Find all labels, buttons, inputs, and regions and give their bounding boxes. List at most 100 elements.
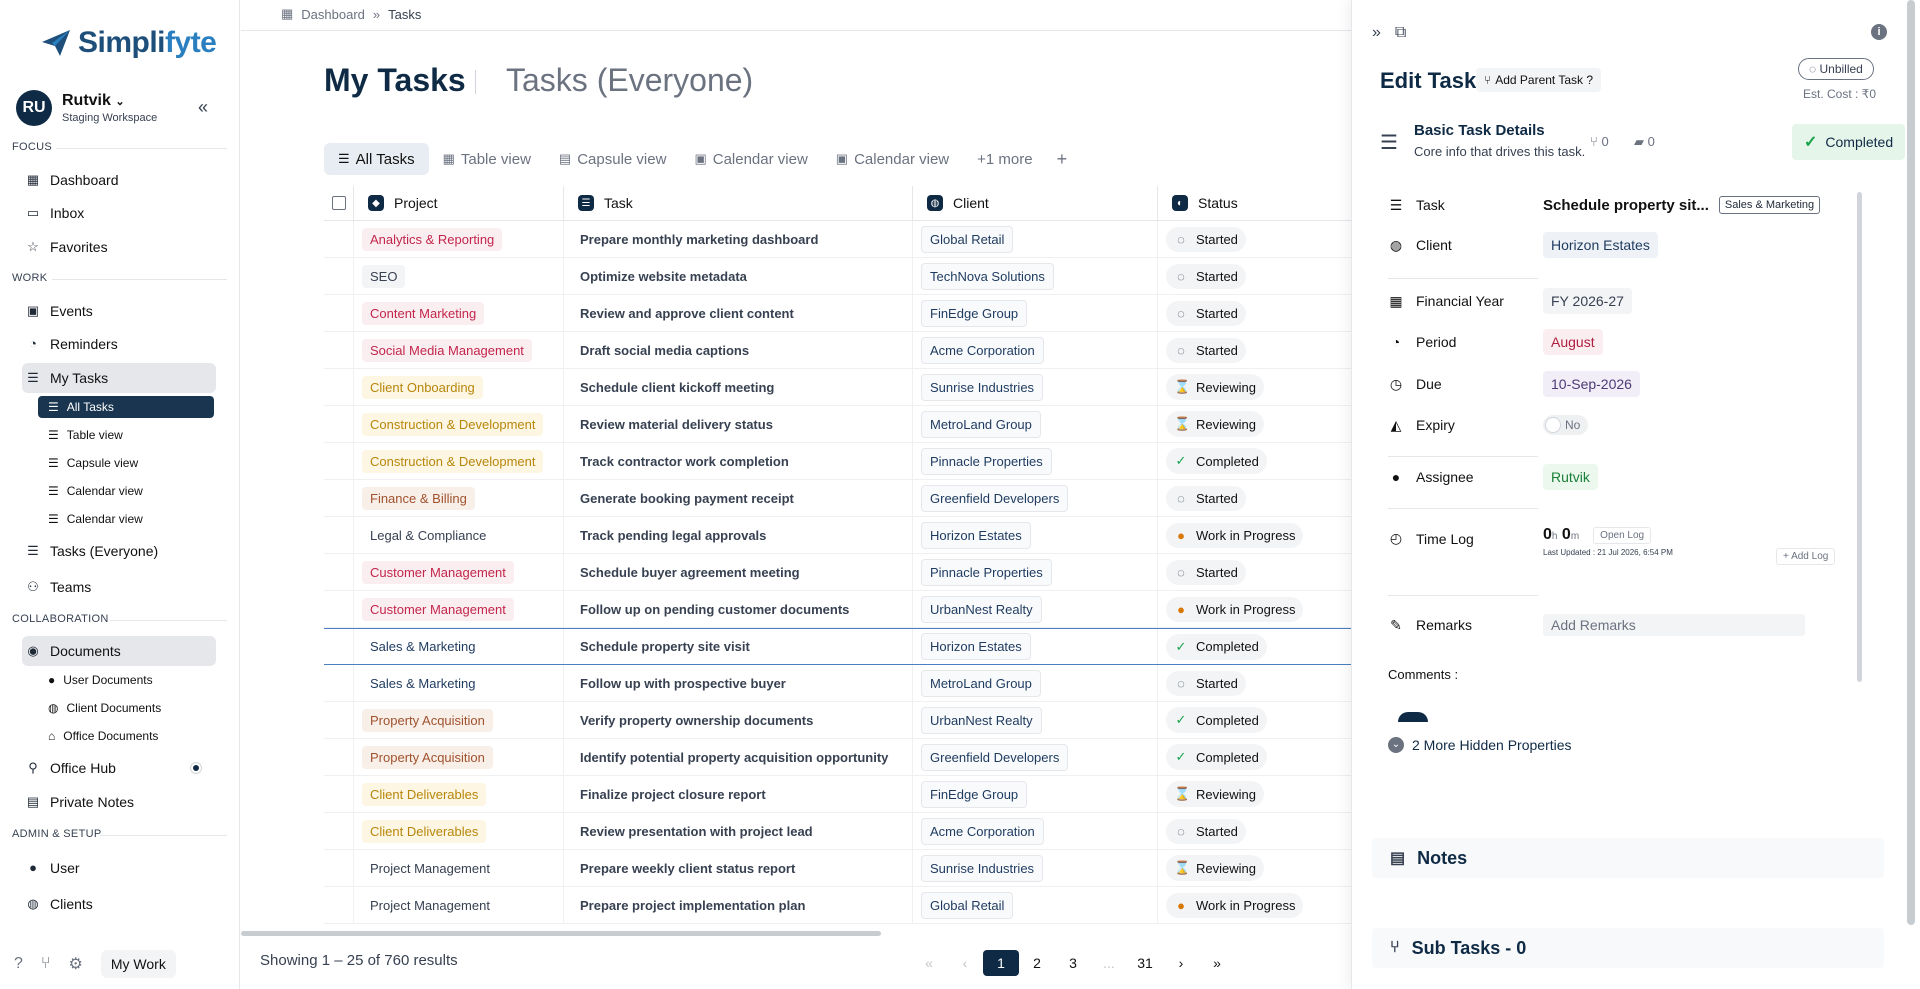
nav-user[interactable]: ● User bbox=[22, 853, 216, 883]
client-cell[interactable]: FinEdge Group bbox=[913, 295, 1158, 331]
nav-dashboard[interactable]: ▦ Dashboard bbox=[22, 165, 216, 195]
status-cell[interactable]: ⌛ Reviewing bbox=[1158, 776, 1364, 812]
task-cell[interactable]: Prepare project implementation plan bbox=[564, 887, 913, 923]
client-cell[interactable]: Pinnacle Properties bbox=[913, 554, 1158, 590]
breadcrumb-home[interactable]: Dashboard bbox=[301, 6, 365, 22]
status-cell[interactable]: ◌ Started bbox=[1158, 813, 1364, 849]
project-cell[interactable]: Construction & Development bbox=[354, 443, 564, 479]
client-cell[interactable]: Acme Corporation bbox=[913, 813, 1158, 849]
sub-calendar-view-2[interactable]: ☰ Calendar view bbox=[38, 508, 214, 530]
nav-clients[interactable]: ◍ Clients bbox=[22, 889, 216, 919]
project-cell[interactable]: Property Acquisition bbox=[354, 702, 564, 738]
page-button[interactable]: » bbox=[1213, 955, 1221, 971]
project-cell[interactable]: Client Deliverables bbox=[354, 776, 564, 812]
header-project[interactable]: ◆ Project bbox=[354, 186, 564, 220]
notes-section[interactable]: ▤ Notes bbox=[1372, 838, 1884, 878]
task-cell[interactable]: Finalize project closure report bbox=[564, 776, 913, 812]
client-value[interactable]: Horizon Estates bbox=[1543, 232, 1658, 258]
folder-count[interactable]: ▰ 0 bbox=[1634, 134, 1655, 150]
logo[interactable]: Simplifyte bbox=[40, 26, 217, 60]
status-cell[interactable]: ◌ Started bbox=[1158, 295, 1364, 331]
project-cell[interactable]: Property Acquisition bbox=[354, 739, 564, 775]
status-cell[interactable]: ✓ Completed bbox=[1158, 702, 1364, 738]
tab-calendar-view[interactable]: ▣ Calendar view bbox=[680, 143, 821, 175]
project-cell[interactable]: Social Media Management bbox=[354, 332, 564, 368]
task-cell[interactable]: Review presentation with project lead bbox=[564, 813, 913, 849]
help-icon[interactable]: ? bbox=[14, 955, 23, 972]
task-cell[interactable]: Verify property ownership documents bbox=[564, 702, 913, 738]
page-button[interactable]: ‹ bbox=[962, 955, 968, 971]
table-row[interactable]: Customer Management Schedule buyer agreem… bbox=[324, 554, 1364, 591]
table-row[interactable]: Property Acquisition Verify property owne… bbox=[324, 702, 1364, 739]
sub-calendar-view[interactable]: ☰ Calendar view bbox=[38, 480, 214, 502]
task-cell[interactable]: Track pending legal approvals bbox=[564, 517, 913, 553]
page-button[interactable]: › bbox=[1178, 955, 1184, 971]
client-cell[interactable]: MetroLand Group bbox=[913, 406, 1158, 442]
page-button[interactable]: 1 bbox=[983, 950, 1019, 976]
sub-all-tasks[interactable]: ☰ All Tasks bbox=[38, 396, 214, 418]
page-button[interactable]: 31 bbox=[1137, 955, 1153, 971]
hidden-properties-toggle[interactable]: ⌄ 2 More Hidden Properties bbox=[1388, 737, 1572, 753]
client-cell[interactable]: Greenfield Developers bbox=[913, 739, 1158, 775]
table-row[interactable]: Project Management Prepare project implem… bbox=[324, 887, 1364, 924]
status-cell[interactable]: ◌ Started bbox=[1158, 480, 1364, 516]
client-cell[interactable]: UrbanNest Realty bbox=[913, 591, 1158, 627]
select-all-checkbox[interactable] bbox=[331, 196, 346, 210]
task-cell[interactable]: Identify potential property acquisition … bbox=[564, 739, 913, 775]
tab-capsule-view[interactable]: ▤ Capsule view bbox=[545, 143, 681, 175]
client-cell[interactable]: Pinnacle Properties bbox=[913, 443, 1158, 479]
period-value[interactable]: August bbox=[1543, 329, 1603, 355]
expiry-toggle[interactable]: No bbox=[1543, 415, 1589, 435]
table-row[interactable]: Customer Management Follow up on pending … bbox=[324, 591, 1364, 628]
client-cell[interactable]: UrbanNest Realty bbox=[913, 702, 1158, 738]
table-row[interactable]: Sales & Marketing Follow up with prospect… bbox=[324, 665, 1364, 702]
subtasks-section[interactable]: ⑂ Sub Tasks - 0 bbox=[1372, 928, 1884, 968]
task-cell[interactable]: Optimize website metadata bbox=[564, 258, 913, 294]
sub-capsule-view[interactable]: ☰ Capsule view bbox=[38, 452, 214, 474]
header-client[interactable]: ◍ Client bbox=[913, 186, 1158, 220]
project-cell[interactable]: Construction & Development bbox=[354, 406, 564, 442]
header-status[interactable]: ◐ Status bbox=[1158, 186, 1364, 220]
client-cell[interactable]: Global Retail bbox=[913, 221, 1158, 257]
client-cell[interactable]: Sunrise Industries bbox=[913, 369, 1158, 405]
table-row[interactable]: Construction & Development Track contract… bbox=[324, 443, 1364, 480]
status-cell[interactable]: ◌ Started bbox=[1158, 554, 1364, 590]
task-cell[interactable]: Review material delivery status bbox=[564, 406, 913, 442]
project-cell[interactable]: Finance & Billing bbox=[354, 480, 564, 516]
gear-icon[interactable]: ⚙ bbox=[68, 956, 83, 973]
table-row[interactable]: Property Acquisition Identify potential p… bbox=[324, 739, 1364, 776]
table-row[interactable]: Client Deliverables Review presentation w… bbox=[324, 813, 1364, 850]
close-panel-icon[interactable]: » bbox=[1372, 24, 1381, 41]
nav-teams[interactable]: ⚇ Teams bbox=[22, 572, 216, 602]
sub-office-documents[interactable]: ⌂ Office Documents bbox=[38, 725, 214, 747]
status-dropdown[interactable]: ✓ Completed bbox=[1792, 124, 1906, 160]
nav-events[interactable]: ▣ Events bbox=[22, 296, 216, 326]
table-row[interactable]: Sales & Marketing Schedule property site … bbox=[324, 628, 1364, 665]
subtask-count[interactable]: ⑂ 0 bbox=[1590, 134, 1609, 149]
project-cell[interactable]: Project Management bbox=[354, 850, 564, 886]
page-title-alt[interactable]: Tasks (Everyone) bbox=[506, 62, 754, 98]
task-cell[interactable]: Schedule client kickoff meeting bbox=[564, 369, 913, 405]
unbilled-badge[interactable]: ◌ Unbilled bbox=[1798, 58, 1874, 80]
table-row[interactable]: Client Deliverables Finalize project clos… bbox=[324, 776, 1364, 813]
client-cell[interactable]: FinEdge Group bbox=[913, 776, 1158, 812]
client-cell[interactable]: Acme Corporation bbox=[913, 332, 1158, 368]
due-value[interactable]: 10-Sep-2026 bbox=[1543, 371, 1640, 397]
client-cell[interactable]: MetroLand Group bbox=[913, 665, 1158, 701]
task-cell[interactable]: Prepare weekly client status report bbox=[564, 850, 913, 886]
status-cell[interactable]: ✓ Completed bbox=[1158, 739, 1364, 775]
info-icon[interactable]: i bbox=[1871, 24, 1887, 40]
tab-more[interactable]: +1 more bbox=[977, 150, 1033, 168]
page-scrollbar[interactable] bbox=[1907, 0, 1915, 925]
open-log-button[interactable]: Open Log bbox=[1593, 526, 1652, 544]
client-cell[interactable]: Horizon Estates bbox=[913, 629, 1158, 664]
status-cell[interactable]: ⌛ Reviewing bbox=[1158, 850, 1364, 886]
nav-my-tasks[interactable]: ☰ My Tasks bbox=[22, 363, 216, 393]
task-cell[interactable]: Review and approve client content bbox=[564, 295, 913, 331]
table-row[interactable]: Legal & Compliance Track pending legal ap… bbox=[324, 517, 1364, 554]
tab-all-tasks[interactable]: ☰ All Tasks bbox=[324, 143, 429, 175]
nav-inbox[interactable]: ▭ Inbox bbox=[22, 198, 216, 228]
add-parent-task-button[interactable]: ⑂ Add Parent Task ? bbox=[1476, 68, 1602, 92]
assignee-value[interactable]: Rutvik bbox=[1543, 464, 1598, 490]
collapse-sidebar-icon[interactable]: « bbox=[198, 97, 209, 117]
